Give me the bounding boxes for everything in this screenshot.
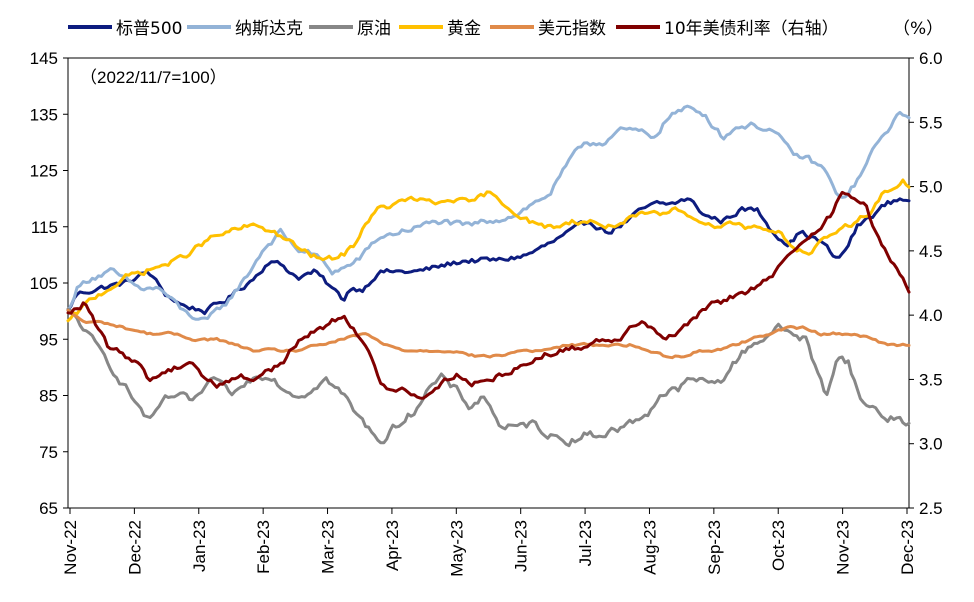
- series-line-4: [66, 308, 911, 360]
- x-tick-label: Nov-22: [61, 520, 80, 575]
- right-tick-label: 4.0: [919, 306, 943, 325]
- left-axis: 65 75 85 95 105 115 125 135 145: [30, 49, 68, 518]
- legend-label-us10y: 10年美债利率（右轴）: [664, 19, 839, 39]
- left-tick-label: 65: [39, 499, 58, 518]
- right-axis: 2.5 3.0 3.5 4.0 4.5 5.0 5.5 6.0: [909, 49, 943, 518]
- legend-label-sp500: 标普500: [116, 19, 182, 39]
- x-tick-label: Apr-23: [383, 520, 402, 571]
- legend-label-crude-oil: 原油: [357, 19, 391, 39]
- x-tick-label: Mar-23: [319, 520, 338, 574]
- x-tick-label: Jun-23: [512, 520, 531, 572]
- x-tick-label: Nov-23: [834, 520, 853, 575]
- legend-label-nasdaq: 纳斯达克: [235, 19, 303, 39]
- x-tick-label: Feb-23: [254, 520, 273, 574]
- left-tick-label: 95: [39, 330, 58, 349]
- x-tick-label: Aug-23: [640, 520, 659, 575]
- left-tick-label: 85: [39, 387, 58, 406]
- left-tick-label: 145: [30, 49, 58, 68]
- legend-label-dollar-index: 美元指数: [538, 19, 606, 39]
- x-axis: Nov-22 Dec-22 Jan-23 Feb-23 Mar-23 Apr-23 May-…: [61, 508, 917, 577]
- series-line-5: [66, 190, 911, 400]
- right-tick-label: 6.0: [919, 49, 943, 68]
- x-tick-label: Jan-23: [190, 520, 209, 572]
- x-tick-label: Dec-22: [125, 520, 144, 575]
- left-tick-label: 125: [30, 162, 58, 181]
- legend: 标普500 纳斯达克 原油 黄金 美元指数 10年美债利率（右轴） （%）: [68, 19, 943, 39]
- right-tick-label: 3.0: [919, 435, 943, 454]
- left-tick-label: 135: [30, 105, 58, 124]
- series-layer: [66, 104, 911, 448]
- left-tick-label: 75: [39, 443, 58, 462]
- x-tick-label: Sep-23: [705, 520, 724, 575]
- x-tick-label: Jul-23: [576, 520, 595, 566]
- x-tick-label: May-23: [447, 520, 466, 577]
- right-tick-label: 5.5: [919, 113, 943, 132]
- series-line-0: [66, 197, 911, 316]
- right-tick-label: 3.5: [919, 370, 943, 389]
- x-tick-label: Oct-23: [769, 520, 788, 571]
- right-tick-label: 5.0: [919, 178, 943, 197]
- right-tick-label: 4.5: [919, 242, 943, 261]
- base-date-annotation: （2022/11/7=100）: [80, 68, 227, 87]
- plot-frame: [67, 57, 910, 509]
- left-tick-label: 115: [31, 218, 58, 237]
- series-line-1: [66, 104, 911, 321]
- series-line-3: [66, 178, 911, 323]
- unit-label: （%）: [893, 19, 943, 39]
- left-tick-label: 105: [30, 274, 58, 293]
- right-tick-label: 2.5: [919, 499, 943, 518]
- legend-label-gold: 黄金: [447, 19, 481, 39]
- x-tick-label: Dec-23: [898, 520, 917, 575]
